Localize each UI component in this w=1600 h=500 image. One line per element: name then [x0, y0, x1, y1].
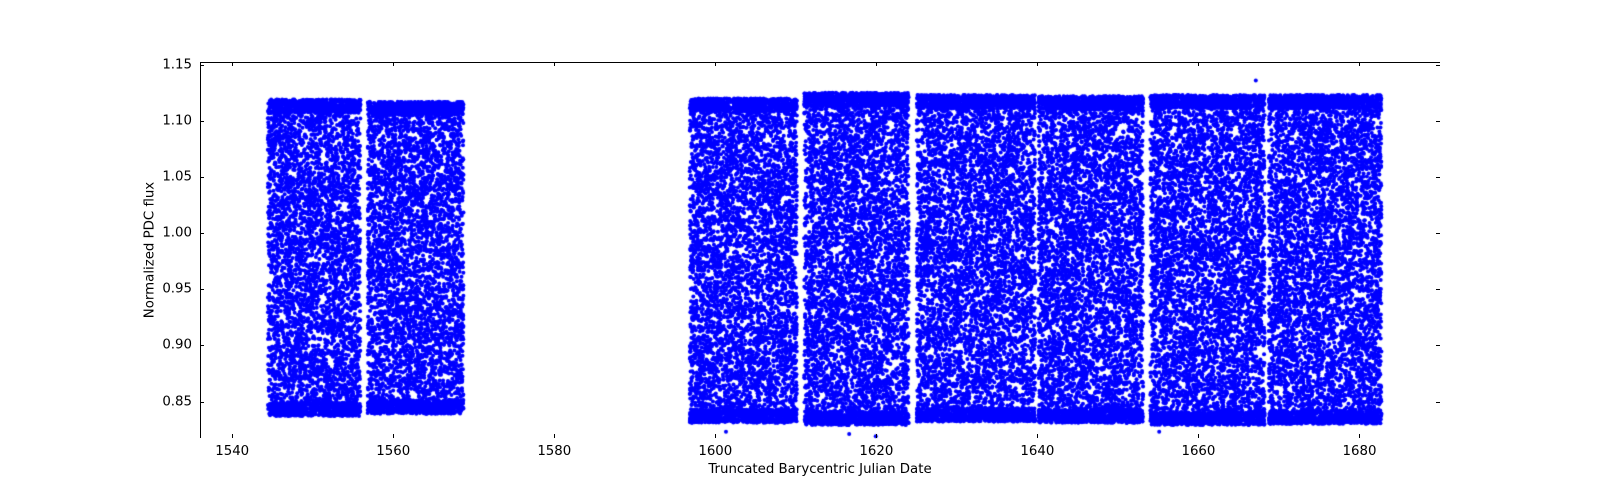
- ytick-label: 1.10: [162, 113, 192, 128]
- ytick-label: 0.95: [162, 282, 192, 297]
- xtick-mark: [1198, 434, 1199, 438]
- ytick-label: 1.15: [162, 57, 192, 72]
- ytick-mark: [1436, 177, 1440, 178]
- xtick-label: 1680: [1343, 444, 1377, 459]
- ytick-mark: [1436, 233, 1440, 234]
- figure: 1540 1560 1580 1600 1620 1640 1660 1680 0.85 0.9…: [0, 0, 1600, 500]
- xtick-mark: [876, 62, 877, 66]
- ytick-mark: [200, 121, 204, 122]
- xtick-label: 1600: [698, 444, 732, 459]
- xtick-mark: [1198, 62, 1199, 66]
- xtick-label: 1640: [1020, 444, 1054, 459]
- ytick-mark: [1436, 289, 1440, 290]
- scatter-canvas: [201, 63, 1441, 439]
- ytick-mark: [200, 402, 204, 403]
- xtick-mark: [232, 62, 233, 66]
- xtick-mark: [554, 434, 555, 438]
- ytick-mark: [1436, 402, 1440, 403]
- xtick-label: 1660: [1181, 444, 1215, 459]
- xtick-mark: [393, 62, 394, 66]
- ytick-mark: [1436, 345, 1440, 346]
- xtick-mark: [1359, 434, 1360, 438]
- xtick-mark: [1037, 62, 1038, 66]
- xtick-label: 1540: [215, 444, 249, 459]
- xtick-mark: [554, 62, 555, 66]
- xtick-mark: [715, 434, 716, 438]
- ytick-label: 0.90: [162, 338, 192, 353]
- ytick-mark: [200, 345, 204, 346]
- ytick-label: 0.85: [162, 394, 192, 409]
- xtick-mark: [1359, 62, 1360, 66]
- xtick-label: 1580: [537, 444, 571, 459]
- xtick-mark: [1037, 434, 1038, 438]
- ytick-label: 1.05: [162, 170, 192, 185]
- y-axis-label: Normalized PDC flux: [143, 182, 158, 318]
- plot-axes: [200, 62, 1440, 438]
- ytick-mark: [200, 65, 204, 66]
- xtick-mark: [715, 62, 716, 66]
- ytick-mark: [1436, 121, 1440, 122]
- ytick-label: 1.00: [162, 226, 192, 241]
- ytick-mark: [200, 289, 204, 290]
- xtick-mark: [876, 434, 877, 438]
- xtick-label: 1620: [859, 444, 893, 459]
- xtick-label: 1560: [376, 444, 410, 459]
- ytick-mark: [1436, 65, 1440, 66]
- xtick-mark: [393, 434, 394, 438]
- x-axis-label: Truncated Barycentric Julian Date: [708, 462, 931, 477]
- ytick-mark: [200, 177, 204, 178]
- ytick-mark: [200, 233, 204, 234]
- xtick-mark: [232, 434, 233, 438]
